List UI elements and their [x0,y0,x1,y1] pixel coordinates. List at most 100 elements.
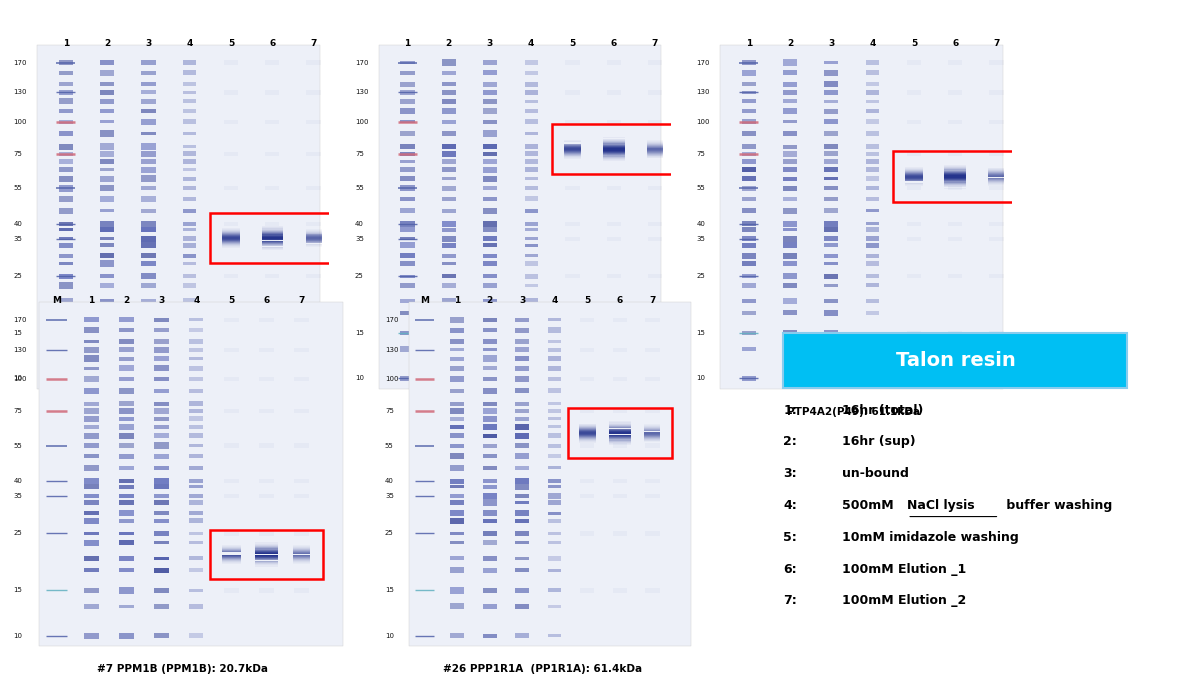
Bar [224,443,240,447]
Bar [265,186,279,190]
Bar [824,144,839,149]
Bar [549,425,561,429]
Bar [442,274,455,278]
Bar [450,494,465,498]
Bar [525,255,538,257]
Bar [549,357,561,361]
Bar [549,519,561,523]
Bar [648,152,662,156]
Bar [294,318,309,322]
Bar [824,167,839,173]
Bar [442,159,455,164]
Bar [141,60,156,66]
Bar [783,120,797,123]
Text: 7: 7 [652,39,658,48]
Bar [261,234,283,236]
Bar [119,401,134,406]
Bar [948,331,962,335]
Bar [442,151,455,156]
Bar [265,120,279,124]
Text: #26 PPP1R1A  (PP1R1A): 61.4kDa: #26 PPP1R1A (PP1R1A): 61.4kDa [442,664,642,674]
Bar [603,158,624,159]
Bar [59,375,73,381]
Bar [261,226,283,227]
Bar [483,510,497,516]
Text: 55: 55 [696,185,706,192]
Bar [609,443,630,444]
Bar [305,232,321,233]
Bar [866,198,879,200]
Text: 75: 75 [385,408,394,414]
Bar [783,81,797,87]
Bar [907,152,921,156]
Text: 25: 25 [13,274,23,279]
Bar [210,530,322,579]
Bar [119,417,134,420]
Bar [990,120,1004,124]
Bar [866,176,879,181]
Bar [305,236,321,237]
Bar [101,82,114,87]
Bar [580,377,594,381]
Bar [603,141,624,142]
Bar [824,375,839,381]
Bar [259,409,274,413]
Bar [442,311,455,315]
Bar [988,173,1004,174]
Bar [783,70,797,75]
Bar [84,454,99,458]
Bar [259,318,274,322]
Bar [525,159,538,164]
Bar [603,152,624,153]
Bar [612,479,627,483]
Bar [565,60,580,65]
Bar [612,347,627,352]
Bar [400,283,415,288]
Bar [783,253,797,259]
Bar [483,401,497,406]
Bar [450,518,465,524]
Text: 35: 35 [355,236,364,242]
Text: 100: 100 [13,118,28,125]
Text: 4: 4 [193,297,200,305]
Bar [483,588,497,593]
Bar [307,221,321,226]
Text: 75: 75 [696,151,706,157]
Text: 130: 130 [13,89,28,95]
Bar [579,436,597,437]
Bar [944,183,966,184]
Bar [450,366,465,370]
Bar [525,167,538,172]
Bar [255,564,278,565]
Bar [119,433,134,439]
Bar [483,485,497,489]
Bar [645,439,660,441]
Text: 170: 170 [385,317,399,323]
Bar [944,169,966,171]
Bar [400,131,415,136]
Bar [609,442,630,443]
Bar [603,159,624,160]
Bar [222,559,241,561]
Bar [742,197,756,201]
Bar [515,328,530,332]
Bar [189,377,204,381]
Bar [549,409,561,413]
Text: 1: 1 [745,39,752,48]
Text: 100: 100 [385,376,399,382]
Bar [84,443,99,447]
Text: 55: 55 [355,185,364,192]
Bar [907,186,921,190]
Bar [224,120,238,124]
Text: 1:: 1: [783,403,797,417]
Bar [307,274,321,278]
Bar [824,209,839,213]
Bar [255,562,278,563]
Text: 6: 6 [617,297,623,305]
Bar [223,240,240,241]
Bar [84,531,99,536]
Bar [450,485,465,488]
Text: 5: 5 [228,39,234,48]
Bar [515,443,530,448]
Bar [261,248,283,249]
